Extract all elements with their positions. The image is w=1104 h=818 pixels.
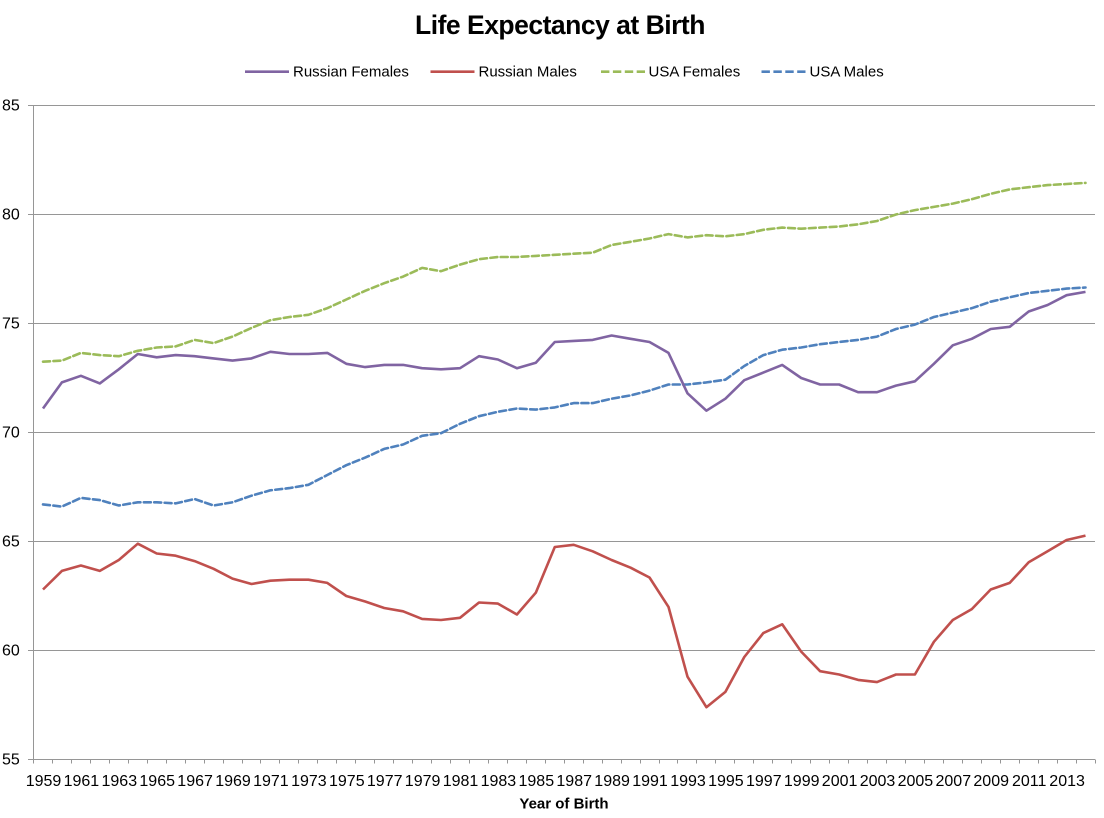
svg-text:1989: 1989 <box>594 773 630 790</box>
svg-text:Russian Females: Russian Females <box>293 63 409 80</box>
svg-text:USA Females: USA Females <box>649 63 741 80</box>
svg-text:2007: 2007 <box>936 773 972 790</box>
svg-text:60: 60 <box>2 643 20 660</box>
svg-text:2011: 2011 <box>1012 773 1047 790</box>
svg-text:75: 75 <box>2 316 20 333</box>
svg-text:USA Males: USA Males <box>810 63 884 80</box>
svg-text:1985: 1985 <box>519 773 555 790</box>
svg-text:1991: 1991 <box>632 773 668 790</box>
svg-text:1981: 1981 <box>443 773 479 790</box>
svg-text:Russian Males: Russian Males <box>479 63 577 80</box>
svg-text:2009: 2009 <box>973 773 1009 790</box>
svg-text:1975: 1975 <box>329 773 365 790</box>
svg-text:1969: 1969 <box>215 773 251 790</box>
svg-text:2001: 2001 <box>822 773 858 790</box>
svg-text:1965: 1965 <box>139 773 175 790</box>
svg-text:85: 85 <box>2 98 20 115</box>
svg-text:65: 65 <box>2 534 20 551</box>
svg-text:1971: 1971 <box>253 773 289 790</box>
svg-text:Life Expectancy at Birth: Life Expectancy at Birth <box>415 10 705 40</box>
svg-text:1995: 1995 <box>708 773 744 790</box>
svg-text:2013: 2013 <box>1049 773 1085 790</box>
svg-text:1993: 1993 <box>670 773 706 790</box>
svg-text:2003: 2003 <box>860 773 896 790</box>
svg-text:1967: 1967 <box>177 773 213 790</box>
svg-text:1983: 1983 <box>481 773 517 790</box>
svg-text:1973: 1973 <box>291 773 327 790</box>
svg-text:2005: 2005 <box>898 773 934 790</box>
svg-text:1997: 1997 <box>746 773 782 790</box>
svg-text:1999: 1999 <box>784 773 820 790</box>
svg-text:1987: 1987 <box>556 773 592 790</box>
svg-text:80: 80 <box>2 207 20 224</box>
svg-text:70: 70 <box>2 425 20 442</box>
svg-text:1977: 1977 <box>367 773 403 790</box>
svg-text:55: 55 <box>2 752 20 769</box>
svg-text:1979: 1979 <box>405 773 441 790</box>
svg-text:1959: 1959 <box>26 773 62 790</box>
svg-text:Year of Birth: Year of Birth <box>519 796 608 813</box>
svg-text:1961: 1961 <box>64 773 100 790</box>
svg-text:1963: 1963 <box>102 773 138 790</box>
